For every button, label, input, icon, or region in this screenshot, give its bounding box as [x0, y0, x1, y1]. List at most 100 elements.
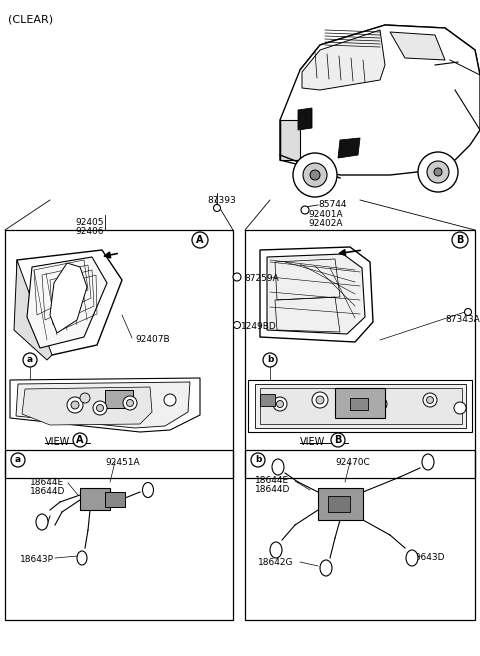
Polygon shape: [260, 388, 462, 424]
Circle shape: [263, 353, 277, 367]
Bar: [245, 450, 475, 620]
Circle shape: [454, 402, 466, 414]
Polygon shape: [17, 250, 122, 355]
Polygon shape: [248, 380, 472, 432]
Circle shape: [73, 433, 87, 447]
Polygon shape: [280, 120, 300, 160]
Bar: [350, 398, 368, 410]
Text: b: b: [255, 455, 261, 464]
Circle shape: [192, 232, 208, 248]
Text: 18642G: 18642G: [258, 558, 293, 567]
Text: 92451A: 92451A: [105, 458, 140, 467]
Bar: [105, 492, 125, 507]
Ellipse shape: [270, 542, 282, 558]
Circle shape: [427, 161, 449, 183]
Circle shape: [434, 168, 442, 176]
Polygon shape: [338, 138, 360, 158]
Polygon shape: [22, 387, 152, 425]
Text: b: b: [267, 356, 273, 365]
Circle shape: [23, 353, 37, 367]
Polygon shape: [302, 30, 385, 90]
Bar: [260, 394, 275, 406]
Circle shape: [310, 170, 320, 180]
Text: 87343A: 87343A: [445, 315, 480, 324]
Bar: [328, 496, 350, 512]
Text: 92407B: 92407B: [135, 335, 169, 344]
Text: 92406: 92406: [75, 227, 104, 236]
Circle shape: [96, 405, 104, 411]
Text: a: a: [15, 455, 21, 464]
Polygon shape: [10, 378, 200, 432]
Text: A: A: [76, 435, 84, 445]
Bar: [335, 388, 385, 418]
Polygon shape: [16, 382, 190, 428]
Circle shape: [452, 232, 468, 248]
Text: 18644E: 18644E: [255, 476, 289, 485]
Polygon shape: [14, 260, 52, 360]
Circle shape: [233, 321, 240, 329]
Text: a: a: [27, 356, 33, 365]
Circle shape: [427, 396, 433, 403]
Circle shape: [164, 394, 176, 406]
Text: 87259A: 87259A: [244, 274, 279, 283]
Polygon shape: [50, 263, 87, 333]
Circle shape: [11, 453, 25, 467]
Ellipse shape: [272, 459, 284, 475]
Bar: [80, 488, 110, 510]
Ellipse shape: [422, 454, 434, 470]
Circle shape: [312, 392, 328, 408]
Ellipse shape: [143, 483, 154, 497]
Circle shape: [373, 397, 387, 411]
Text: 92470C: 92470C: [335, 458, 370, 467]
Text: (CLEAR): (CLEAR): [8, 15, 53, 25]
Text: 92401A: 92401A: [308, 210, 343, 219]
Bar: [318, 488, 363, 520]
Text: 18644D: 18644D: [255, 485, 290, 494]
Polygon shape: [27, 257, 107, 348]
Circle shape: [293, 153, 337, 197]
Ellipse shape: [36, 514, 48, 530]
Circle shape: [80, 393, 90, 403]
Text: A: A: [196, 235, 204, 245]
Ellipse shape: [406, 550, 418, 566]
Circle shape: [71, 401, 79, 409]
Text: VIEW: VIEW: [300, 437, 325, 447]
Circle shape: [214, 205, 220, 211]
Text: 1249BD: 1249BD: [241, 322, 277, 331]
Text: 92405: 92405: [75, 218, 104, 227]
Polygon shape: [280, 25, 480, 175]
Circle shape: [123, 396, 137, 410]
Text: 18644E: 18644E: [30, 478, 64, 487]
Text: VIEW: VIEW: [45, 437, 70, 447]
Text: 18644D: 18644D: [30, 487, 65, 496]
Bar: [105, 390, 133, 408]
Circle shape: [251, 453, 265, 467]
Circle shape: [276, 401, 284, 407]
Circle shape: [376, 401, 384, 407]
Circle shape: [418, 152, 458, 192]
Circle shape: [331, 433, 345, 447]
Text: 92402A: 92402A: [308, 219, 343, 228]
Circle shape: [301, 206, 309, 214]
Text: 85744: 85744: [318, 200, 347, 209]
Ellipse shape: [77, 551, 87, 565]
Circle shape: [127, 400, 133, 407]
Text: 18643D: 18643D: [410, 553, 445, 562]
Circle shape: [316, 396, 324, 404]
Text: 18643P: 18643P: [20, 555, 54, 564]
Bar: [5, 450, 233, 620]
Polygon shape: [255, 384, 466, 428]
Polygon shape: [390, 32, 445, 60]
Circle shape: [233, 273, 241, 281]
Text: B: B: [334, 435, 342, 445]
Text: 87393: 87393: [207, 196, 236, 205]
Circle shape: [303, 163, 327, 187]
Bar: [5, 230, 233, 478]
Ellipse shape: [320, 560, 332, 576]
Bar: [245, 230, 475, 478]
Circle shape: [423, 393, 437, 407]
Polygon shape: [300, 25, 480, 90]
Polygon shape: [267, 254, 365, 334]
Circle shape: [465, 308, 471, 316]
Polygon shape: [260, 247, 373, 342]
